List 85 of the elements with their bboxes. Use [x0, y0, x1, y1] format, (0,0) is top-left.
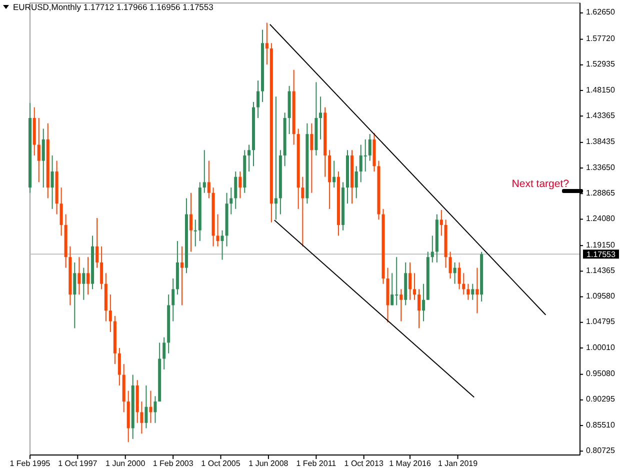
y-tick-label: 1.28865 — [586, 188, 616, 198]
candlestick — [462, 272, 466, 296]
x-tick-label: 1 Feb 1995 — [10, 459, 51, 468]
candlestick — [172, 278, 175, 322]
candlestick — [73, 262, 76, 329]
candlestick — [248, 144, 250, 172]
chart-title: EURUSD,Monthly 1.17712 1.17966 1.16956 1.17553 — [13, 2, 214, 12]
candlestick — [234, 170, 238, 210]
x-tick-label: 1 Feb 2003 — [152, 459, 194, 468]
candlestick — [37, 118, 40, 183]
x-tick-label: 1 Jan 2019 — [438, 459, 478, 468]
candlestick — [471, 283, 474, 300]
candlestick — [310, 122, 314, 194]
candlestick — [78, 256, 81, 296]
y-tick-label: 1.57720 — [586, 34, 616, 44]
candlestick — [144, 384, 148, 429]
candlestick — [42, 128, 45, 188]
candlestick — [265, 22, 268, 66]
candlestick — [216, 214, 220, 247]
candlestick — [86, 256, 90, 296]
candlestick — [476, 267, 479, 314]
x-tick-label: 1 Oct 1997 — [58, 459, 98, 468]
candlestick — [448, 251, 452, 279]
candlestick — [230, 187, 233, 215]
candlestick — [390, 272, 394, 306]
x-tick-label: 1 May 2016 — [389, 459, 432, 468]
candlestick — [60, 187, 63, 236]
x-tick-label: 1 Feb 2011 — [296, 459, 337, 468]
y-tick-label: 1.38435 — [586, 137, 616, 146]
candlestick — [82, 267, 86, 300]
x-tick-label: 1 Jun 2000 — [106, 459, 146, 468]
candlestick — [354, 166, 358, 199]
x-tick-label: 1 Oct 2005 — [201, 459, 241, 468]
candlestick — [50, 154, 54, 210]
y-tick-label: 1.43365 — [586, 110, 616, 120]
y-tick-label: 1.33650 — [586, 162, 616, 172]
y-tick-label: 1.09580 — [586, 292, 616, 301]
candlestick — [100, 246, 104, 290]
candlestick — [202, 150, 206, 194]
candlestick — [422, 283, 426, 322]
candlestick — [319, 96, 322, 140]
candlestick — [301, 176, 304, 247]
candlestick — [364, 138, 367, 172]
y-tick-label: 1.24080 — [586, 214, 616, 224]
candlestick — [238, 170, 242, 199]
x-tick-label: 1 Jun 2008 — [248, 459, 289, 468]
candlestick — [408, 262, 412, 300]
x-tick-label: 1 Oct 2013 — [344, 459, 384, 468]
candlestick — [118, 348, 121, 386]
y-tick-label: 0.80725 — [586, 446, 616, 455]
y-tick-label: 1.48150 — [586, 85, 616, 94]
y-tick-label: 0.85510 — [586, 420, 616, 430]
candlestick — [256, 80, 260, 119]
y-tick-label: 1.04795 — [586, 317, 616, 326]
candlestick — [220, 230, 224, 260]
candlestick — [430, 235, 434, 263]
candlestick — [418, 288, 421, 329]
candlestick — [466, 283, 470, 300]
candlestick — [154, 396, 157, 424]
y-tick-label: 1.14365 — [586, 266, 616, 275]
candlestick — [440, 210, 443, 236]
candlestick — [274, 96, 278, 220]
annotation: Next target? — [512, 178, 570, 190]
candlestick — [108, 294, 112, 332]
y-tick-label: 1.62650 — [586, 8, 616, 17]
candlestick — [400, 288, 403, 322]
candlestick — [189, 192, 192, 252]
candlestick — [149, 390, 152, 424]
y-tick-label: 1.00010 — [586, 342, 616, 352]
candlestick — [453, 262, 456, 284]
ref-line-label: 1.17553 — [586, 250, 616, 259]
y-tick-label: 0.95080 — [586, 369, 616, 378]
y-tick-label: 1.19150 — [586, 240, 616, 250]
candlestick — [180, 246, 184, 306]
candlestick — [140, 401, 144, 434]
candlestick — [207, 160, 210, 199]
candlestick — [413, 272, 416, 300]
candlestick — [162, 336, 166, 370]
candlestick — [332, 160, 336, 188]
candlestick — [96, 218, 99, 268]
candlestick — [368, 134, 372, 162]
candlestick — [458, 262, 461, 290]
y-tick-label: 0.90295 — [586, 394, 616, 404]
y-tick-label: 1.52935 — [586, 60, 616, 69]
candlestick — [194, 219, 197, 247]
